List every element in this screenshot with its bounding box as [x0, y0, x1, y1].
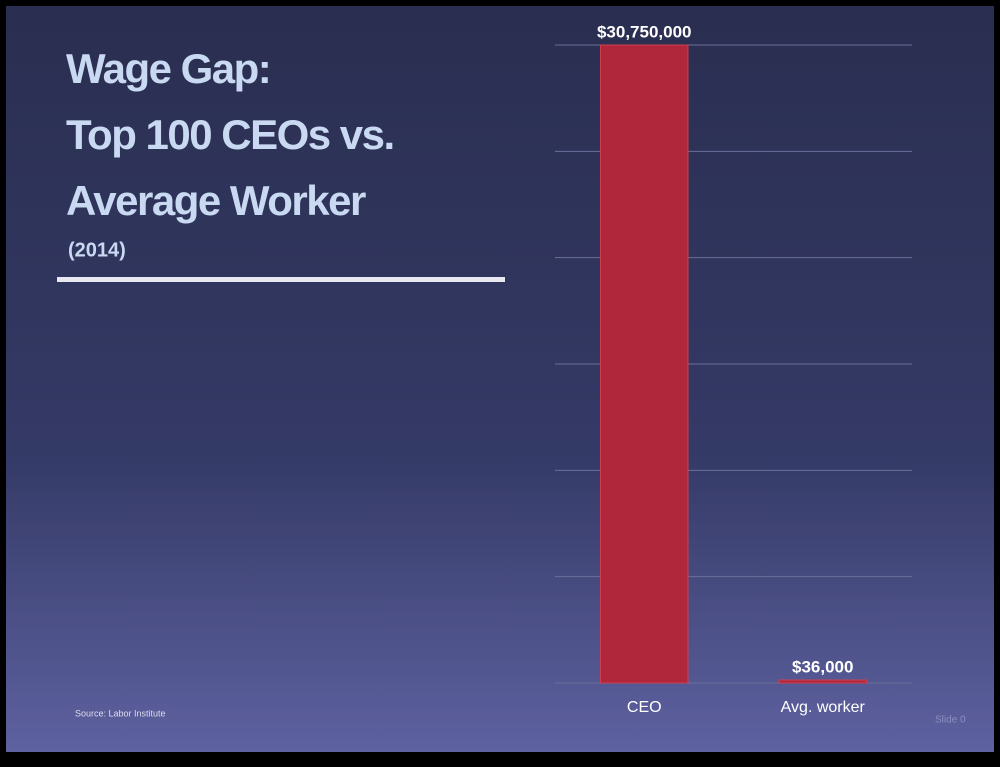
title-line: Wage Gap: [66, 45, 270, 92]
value-label: $36,000 [792, 657, 853, 676]
title-line: Top 100 CEOs vs. [66, 111, 394, 158]
bar [778, 679, 867, 684]
slide-background [6, 6, 994, 752]
value-label: $30,750,000 [597, 22, 692, 41]
source: Source: Labor Institute [75, 708, 166, 718]
bar [600, 44, 689, 684]
x-tick-label: Avg. worker [781, 699, 866, 716]
title-underline [57, 277, 505, 282]
slide-number: Slide 0 [935, 715, 966, 726]
x-tick-label: CEO [627, 699, 662, 716]
title-line: Average Worker [66, 177, 366, 224]
subtitle: (2014) [68, 239, 126, 261]
